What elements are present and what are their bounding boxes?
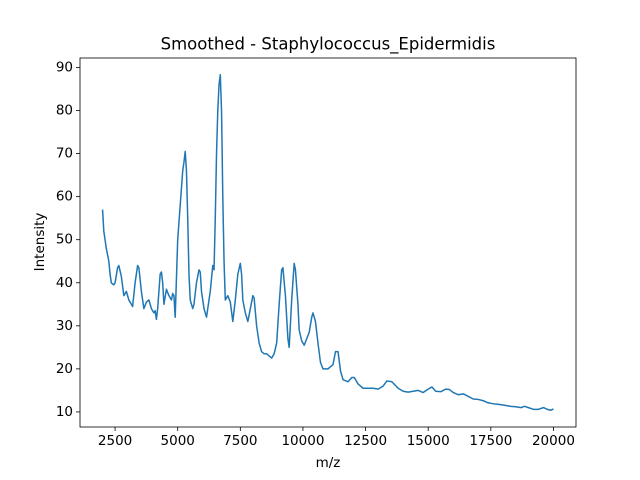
y-tick-label: 10 <box>56 404 73 420</box>
y-tick-label: 30 <box>56 318 73 334</box>
x-tick-label: 5000 <box>161 433 195 449</box>
y-tick-label: 90 <box>56 59 73 75</box>
y-tick-label: 50 <box>56 232 73 248</box>
data-line <box>101 74 554 411</box>
x-tick-label: 17500 <box>469 433 512 449</box>
y-tick-label: 70 <box>56 146 73 162</box>
y-tick-label: 60 <box>56 189 73 205</box>
y-tick-label: 40 <box>56 275 73 291</box>
x-tick-label: 7500 <box>223 433 257 449</box>
x-tick-label: 20000 <box>532 433 575 449</box>
x-tick-label: 12500 <box>344 433 387 449</box>
x-tick-label: 10000 <box>281 433 324 449</box>
x-tick-label: 2500 <box>98 433 132 449</box>
y-tick-label: 80 <box>56 103 73 119</box>
plot-frame <box>79 57 577 428</box>
x-axis-label: m/z <box>316 455 341 471</box>
chart-title: Smoothed - Staphylococcus_Epidermidis <box>161 35 496 55</box>
x-tick-label: 15000 <box>407 433 450 449</box>
y-axis-label: Intensity <box>32 213 48 272</box>
y-tick-label: 20 <box>56 361 73 377</box>
